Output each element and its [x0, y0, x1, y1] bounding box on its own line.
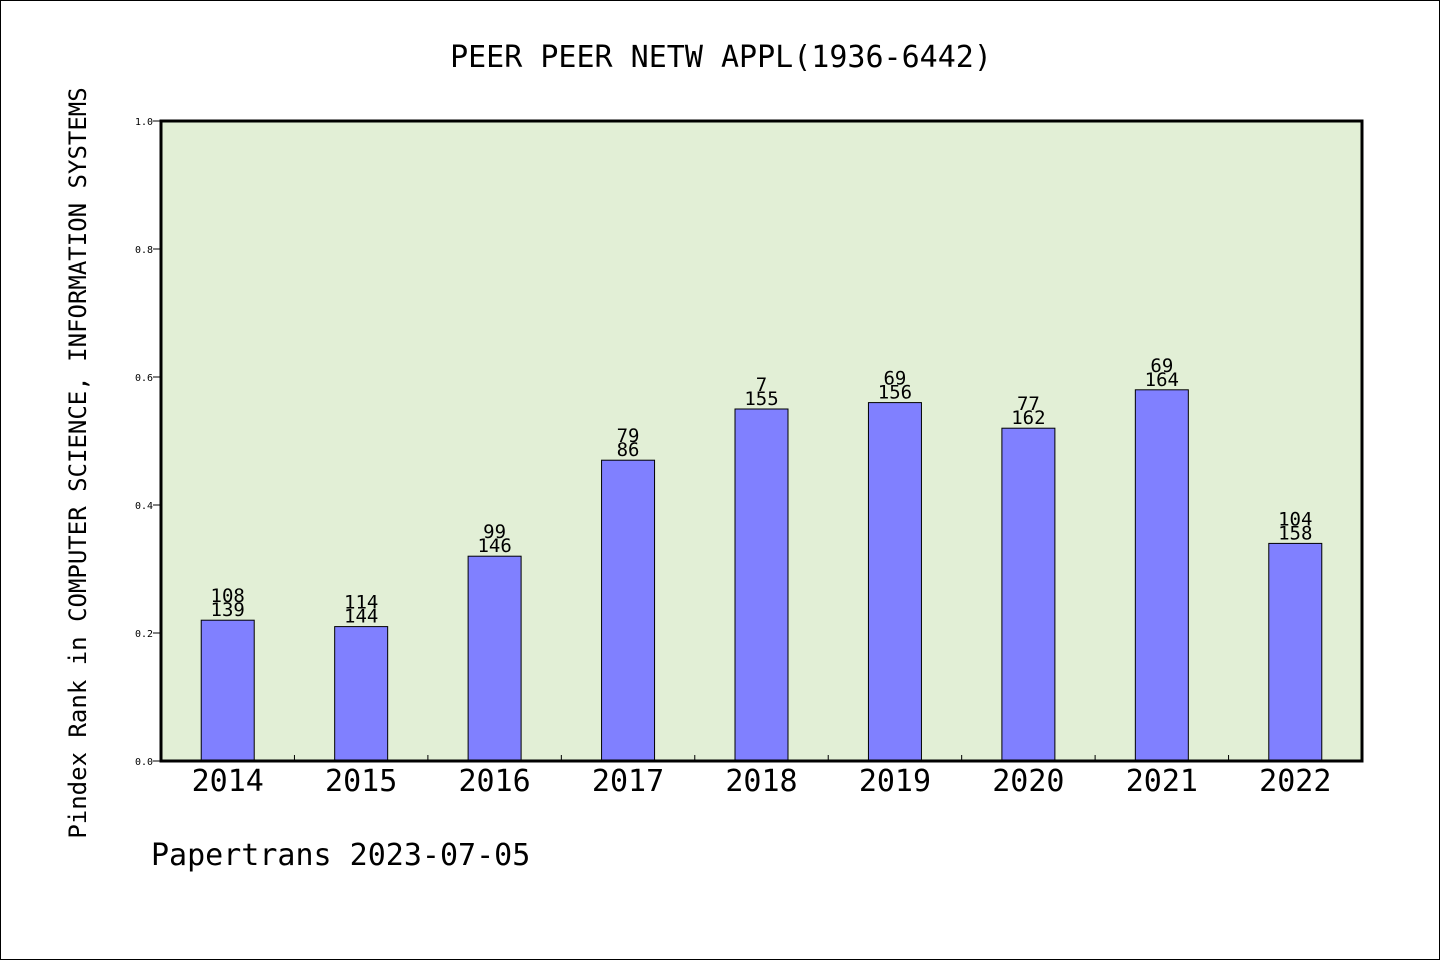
- bar-2014: [200, 619, 255, 762]
- y-axis-label: Pindex Rank in COMPUTER SCIENCE, INFORMA…: [64, 87, 92, 838]
- bar-label-top: 114: [344, 592, 378, 614]
- y-tick-label: 0.4: [135, 501, 153, 512]
- x-tick-label: 2021: [1126, 764, 1198, 799]
- bar-label-bottom: 139: [211, 599, 245, 621]
- y-tick-label: 1.0: [135, 117, 153, 128]
- plot-border: [159, 119, 1364, 763]
- bar-label-bottom: 146: [477, 535, 511, 557]
- y-tick-label: 0.0: [135, 757, 153, 768]
- y-axis-ticks: 0.0 0.2 0.4 0.6 0.8 1.0: [135, 117, 161, 768]
- bar-label-top: 104: [1278, 508, 1312, 530]
- bar-label-top: 7: [756, 374, 767, 396]
- bar-label-bottom: 162: [1011, 407, 1045, 429]
- y-tick-label: 0.2: [135, 629, 153, 640]
- y-tick-label: 0.6: [135, 373, 153, 384]
- bar-2018: [734, 408, 789, 762]
- bar-label-bottom: 155: [744, 388, 778, 410]
- bar-2016: [467, 555, 522, 762]
- chart-title: PEER PEER NETW APPL(1936-6442): [450, 40, 992, 75]
- x-tick-label: 2014: [192, 764, 264, 799]
- bar-label-top: 99: [483, 521, 506, 543]
- bar-2020: [1001, 427, 1056, 762]
- x-axis-ticks: 2014 2015 2016 2017 2018 2019 2020 2021 2022: [192, 755, 1331, 799]
- x-tick-label: 2022: [1259, 764, 1331, 799]
- bar-label-bottom: 86: [617, 439, 640, 461]
- bar-label-top: 79: [617, 425, 640, 447]
- bar-label-top: 69: [883, 368, 906, 390]
- x-tick-label: 2018: [725, 764, 797, 799]
- y-tick-label: 0.8: [135, 245, 153, 256]
- bar-label-top: 69: [1150, 355, 1173, 377]
- bar-label-bottom: 144: [344, 606, 378, 628]
- bar-label-bottom: 164: [1145, 369, 1179, 391]
- bar-label-top: 77: [1017, 393, 1040, 415]
- x-tick-label: 2017: [592, 764, 664, 799]
- bar-label-bottom: 156: [878, 382, 912, 404]
- bar-2015: [334, 626, 389, 762]
- x-tick-label: 2016: [458, 764, 530, 799]
- bar-2017: [601, 459, 656, 762]
- x-tick-label: 2020: [992, 764, 1064, 799]
- bar-label-top: 108: [211, 585, 245, 607]
- x-tick-label: 2019: [859, 764, 931, 799]
- bar-label-bottom: 158: [1278, 522, 1312, 544]
- footer-credit: Papertrans 2023-07-05: [151, 838, 530, 873]
- bar-2019: [867, 402, 922, 762]
- bar-2021: [1134, 389, 1189, 762]
- x-tick-label: 2015: [325, 764, 397, 799]
- bar-2022: [1268, 542, 1323, 762]
